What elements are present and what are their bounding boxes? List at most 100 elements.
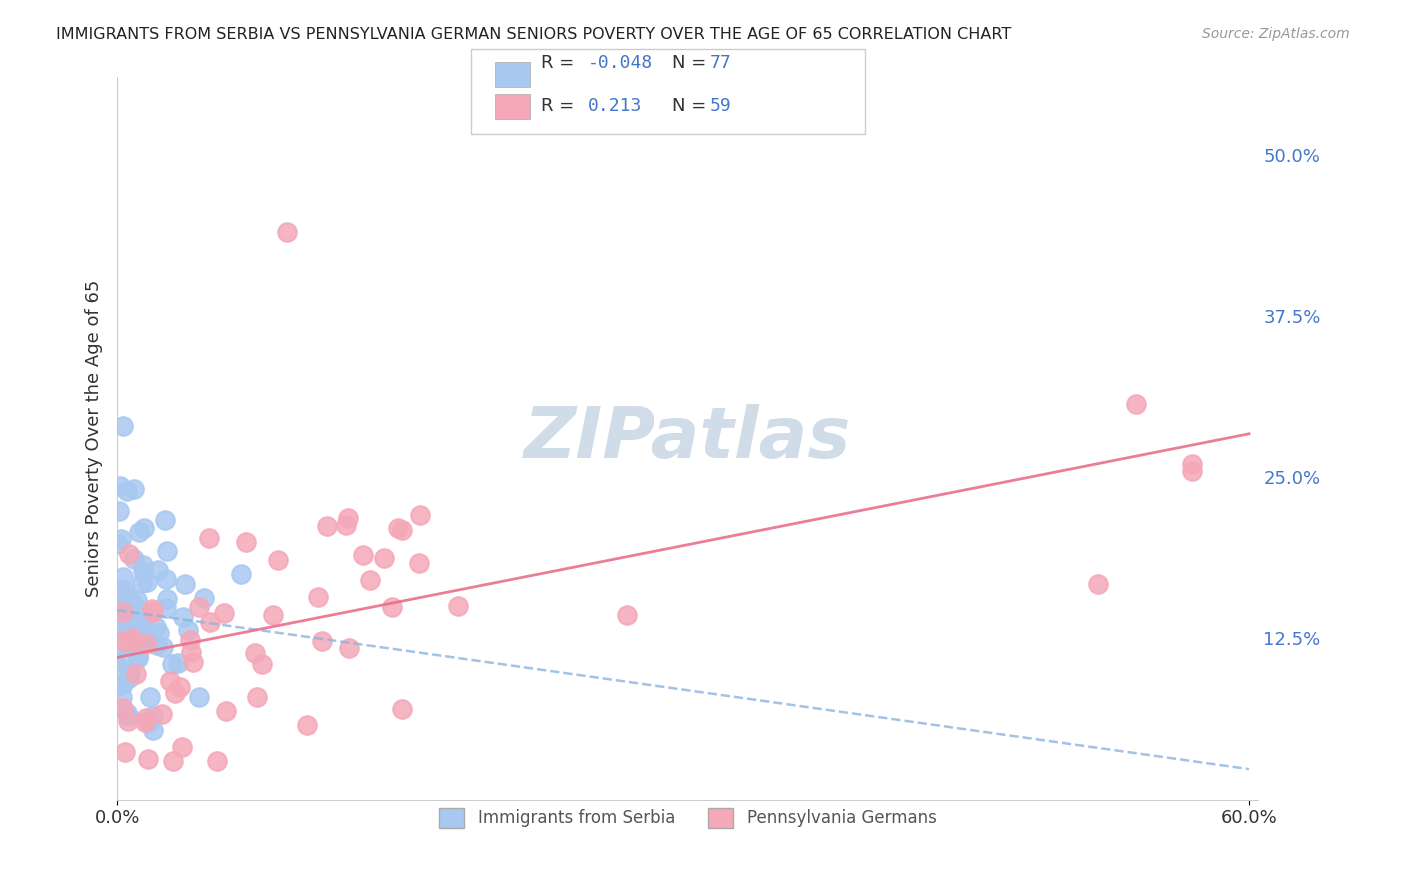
Pennsylvania Germans [235,535,257,549]
Immigrants from Serbia [124,482,146,496]
Immigrants from Serbia [117,671,139,685]
Pennsylvania Germans [409,508,432,522]
Pennsylvania Germans [111,701,134,715]
Pennsylvania Germans [134,715,156,730]
Pennsylvania Germans [125,667,148,681]
Pennsylvania Germans [359,574,381,588]
Immigrants from Serbia [122,551,145,566]
Legend: Immigrants from Serbia, Pennsylvania Germans: Immigrants from Serbia, Pennsylvania Ger… [433,801,943,835]
Pennsylvania Germans [295,717,318,731]
Immigrants from Serbia [112,583,135,598]
Pennsylvania Germans [114,745,136,759]
Text: N =: N = [672,97,711,115]
Pennsylvania Germans [180,645,202,659]
Text: 0.213: 0.213 [588,97,643,115]
Immigrants from Serbia [120,631,142,645]
Immigrants from Serbia [117,708,139,723]
Text: ZIPatlas: ZIPatlas [524,404,852,473]
Pennsylvania Germans [337,640,360,655]
Text: R =: R = [541,97,581,115]
Immigrants from Serbia [115,619,138,633]
Immigrants from Serbia [153,513,176,527]
Immigrants from Serbia [146,638,169,652]
Text: -0.048: -0.048 [588,54,652,72]
Pennsylvania Germans [159,674,181,689]
Immigrants from Serbia [125,593,148,607]
Immigrants from Serbia [127,648,149,663]
Pennsylvania Germans [336,511,359,525]
Immigrants from Serbia [107,613,129,627]
Immigrants from Serbia [132,558,155,573]
Immigrants from Serbia [127,651,149,665]
Pennsylvania Germans [198,532,221,546]
Immigrants from Serbia [108,599,131,613]
Immigrants from Serbia [111,624,134,639]
Pennsylvania Germans [352,549,374,563]
Immigrants from Serbia [111,591,134,605]
Immigrants from Serbia [187,690,209,705]
Pennsylvania Germans [335,517,357,532]
Immigrants from Serbia [155,572,177,586]
Immigrants from Serbia [177,624,200,638]
Pennsylvania Germans [267,553,290,567]
Pennsylvania Germans [246,690,269,704]
Pennsylvania Germans [215,704,238,718]
Immigrants from Serbia [131,576,153,591]
Pennsylvania Germans [1181,457,1204,471]
Immigrants from Serbia [112,570,135,584]
Pennsylvania Germans [163,686,186,700]
Text: R =: R = [541,54,581,72]
Immigrants from Serbia [134,632,156,646]
Pennsylvania Germans [307,590,329,604]
Immigrants from Serbia [115,483,138,498]
Immigrants from Serbia [148,625,170,640]
Immigrants from Serbia [155,601,177,615]
Immigrants from Serbia [128,524,150,539]
Y-axis label: Seniors Poverty Over the Age of 65: Seniors Poverty Over the Age of 65 [86,280,103,597]
Immigrants from Serbia [132,521,155,535]
Immigrants from Serbia [145,620,167,634]
Pennsylvania Germans [179,632,201,647]
Pennsylvania Germans [198,615,221,629]
Immigrants from Serbia [122,596,145,610]
Pennsylvania Germans [141,602,163,616]
Immigrants from Serbia [172,610,194,624]
Pennsylvania Germans [391,702,413,716]
Immigrants from Serbia [156,544,179,558]
Immigrants from Serbia [108,600,131,615]
Pennsylvania Germans [111,633,134,648]
Immigrants from Serbia [114,609,136,624]
Immigrants from Serbia [107,617,129,632]
Pennsylvania Germans [373,551,395,566]
Immigrants from Serbia [138,714,160,729]
Immigrants from Serbia [120,638,142,652]
Immigrants from Serbia [139,690,162,704]
Pennsylvania Germans [172,740,194,755]
Pennsylvania Germans [616,607,638,622]
Pennsylvania Germans [212,606,235,620]
Immigrants from Serbia [152,640,174,654]
Immigrants from Serbia [111,622,134,636]
Immigrants from Serbia [110,654,132,668]
Pennsylvania Germans [1125,397,1147,411]
Text: Source: ZipAtlas.com: Source: ZipAtlas.com [1202,27,1350,41]
Immigrants from Serbia [111,677,134,691]
Pennsylvania Germans [447,599,470,614]
Pennsylvania Germans [121,633,143,648]
Immigrants from Serbia [135,574,157,589]
Pennsylvania Germans [315,519,337,533]
Immigrants from Serbia [160,657,183,672]
Pennsylvania Germans [311,633,333,648]
Pennsylvania Germans [142,606,165,620]
Pennsylvania Germans [135,711,157,725]
Immigrants from Serbia [108,639,131,653]
Immigrants from Serbia [118,593,141,607]
Pennsylvania Germans [181,656,204,670]
Pennsylvania Germans [136,752,159,766]
Immigrants from Serbia [117,591,139,606]
Text: IMMIGRANTS FROM SERBIA VS PENNSYLVANIA GERMAN SENIORS POVERTY OVER THE AGE OF 65: IMMIGRANTS FROM SERBIA VS PENNSYLVANIA G… [56,27,1011,42]
Pennsylvania Germans [250,657,273,672]
Pennsylvania Germans [276,225,298,239]
Text: N =: N = [672,54,711,72]
Pennsylvania Germans [1181,464,1204,478]
